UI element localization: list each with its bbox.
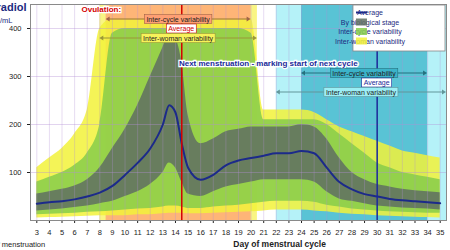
svg-text:28: 28 [348,228,356,237]
svg-text:25: 25 [310,228,318,237]
svg-text:8: 8 [98,228,102,237]
svg-text:33: 33 [411,228,419,237]
svg-text:Next menstruation - marking st: Next menstruation - marking start of nex… [179,59,358,68]
svg-text:pg/mL: pg/mL [0,16,12,25]
svg-text:19: 19 [234,228,242,237]
svg-text:Estradiol: Estradiol [0,1,27,13]
svg-text:21: 21 [260,228,268,237]
svg-text:Average: Average [364,79,390,87]
svg-text:12: 12 [146,228,154,237]
svg-text:Inter-woman variability: Inter-woman variability [335,38,406,46]
svg-text:Inter-woman variability: Inter-woman variability [326,89,397,97]
svg-text:Average: Average [168,25,194,33]
svg-text:18: 18 [222,228,230,237]
svg-text:26: 26 [323,228,331,237]
svg-text:200: 200 [9,120,22,129]
svg-text:400: 400 [9,24,22,33]
svg-text:6: 6 [73,228,77,237]
svg-text:100: 100 [9,168,22,177]
svg-text:10: 10 [121,228,129,237]
svg-text:3: 3 [35,228,39,237]
svg-text:Average: Average [357,9,383,16]
svg-text:5: 5 [60,228,64,237]
svg-text:Inter-cycle variability: Inter-cycle variability [332,70,396,78]
svg-text:13: 13 [159,228,167,237]
svg-text:By biological stage: By biological stage [341,19,399,27]
svg-text:27: 27 [335,228,343,237]
svg-text:24: 24 [297,228,305,237]
svg-text:17: 17 [209,228,217,237]
svg-text:300: 300 [9,72,22,81]
svg-text:14: 14 [171,228,179,237]
svg-text:15: 15 [184,228,192,237]
svg-text:31: 31 [386,228,394,237]
svg-text:Inter-cycle variability: Inter-cycle variability [338,28,402,36]
svg-text:35: 35 [436,228,444,237]
svg-text:Inter-cycle variability: Inter-cycle variability [146,16,210,24]
svg-text:34: 34 [423,228,431,237]
svg-text:32: 32 [398,228,406,237]
svg-text:9: 9 [110,228,114,237]
svg-text:7: 7 [85,228,89,237]
svg-text:20: 20 [247,228,255,237]
svg-text:beginning of menstruation: beginning of menstruation [0,240,45,249]
svg-text:11: 11 [134,228,142,237]
svg-text:22: 22 [272,228,280,237]
svg-text:16: 16 [197,228,205,237]
svg-text:23: 23 [285,228,293,237]
svg-text:Inter-woman variability: Inter-woman variability [143,35,214,43]
svg-text:Ovulation:: Ovulation: [82,5,122,14]
svg-text:4: 4 [47,228,51,237]
svg-text:29: 29 [360,228,368,237]
svg-text:Day of menstrual cycle: Day of menstrual cycle [233,239,326,249]
svg-text:30: 30 [373,228,381,237]
